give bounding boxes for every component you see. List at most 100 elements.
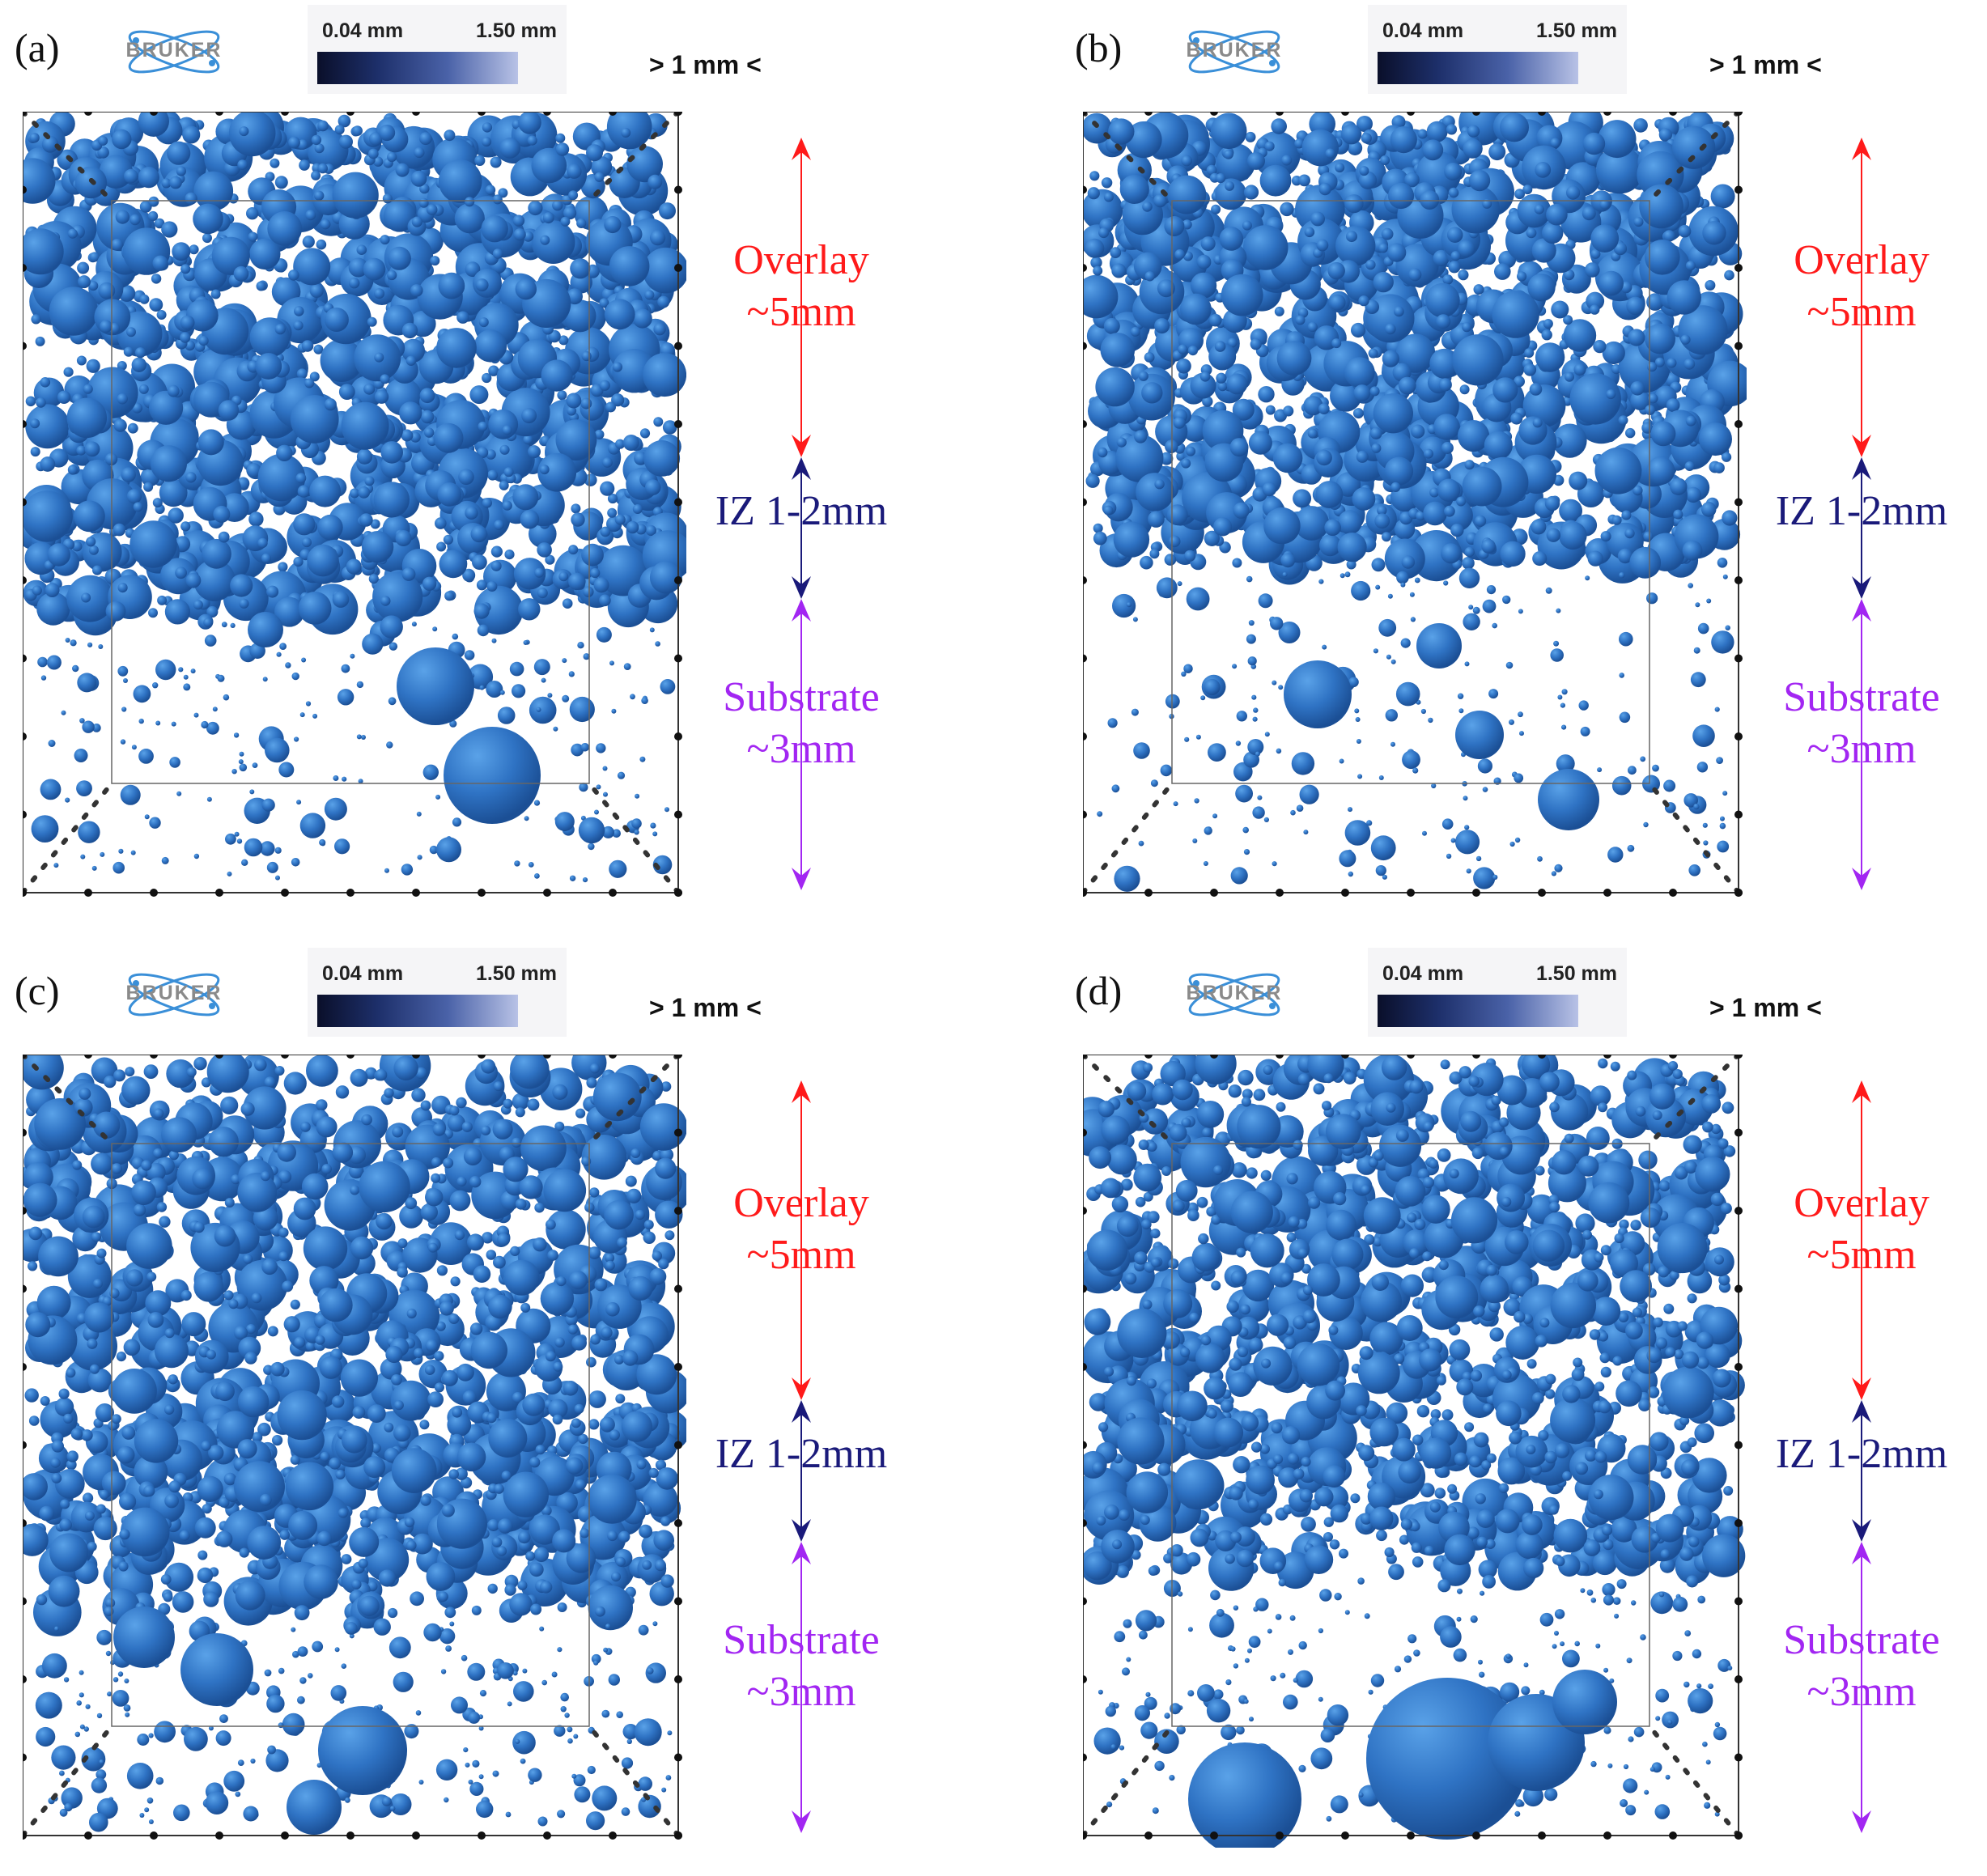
pore — [365, 476, 375, 486]
pore — [464, 1148, 482, 1166]
overlay-zone-label: Overlay ~5mm — [1740, 235, 1983, 338]
pore — [167, 142, 190, 165]
pore — [161, 1574, 172, 1585]
pore — [41, 675, 46, 680]
pore — [42, 1653, 67, 1679]
pore — [387, 152, 397, 162]
pore — [31, 314, 40, 324]
pore — [637, 1460, 647, 1470]
pore — [444, 535, 453, 545]
pore — [47, 656, 62, 670]
pore — [143, 482, 153, 492]
pore — [253, 762, 258, 768]
pore — [1204, 679, 1220, 695]
pore — [465, 197, 474, 206]
pore — [510, 662, 524, 677]
scale-label: > 1 mm < — [1709, 50, 1822, 80]
pore — [1197, 255, 1212, 270]
pore — [213, 506, 230, 523]
pore — [539, 1627, 544, 1632]
pore — [488, 1295, 512, 1319]
pore — [1176, 359, 1191, 374]
pore — [529, 1457, 540, 1467]
pore — [106, 1651, 111, 1656]
substrate-zone-label: Substrate ~3mm — [680, 672, 923, 775]
pore — [444, 1797, 448, 1802]
pore — [335, 125, 345, 134]
pore — [570, 876, 575, 881]
pore — [504, 550, 514, 559]
pore — [588, 1246, 601, 1259]
pore — [250, 1759, 255, 1764]
pore — [1619, 572, 1624, 578]
pore — [1451, 838, 1456, 843]
panel-label: (a) — [15, 24, 60, 71]
pore — [1316, 450, 1332, 466]
pore — [23, 490, 73, 542]
pore — [308, 1673, 313, 1679]
pore — [316, 1335, 325, 1345]
pore-cloud — [1083, 112, 1747, 892]
pore — [1253, 707, 1258, 712]
pore — [493, 194, 503, 204]
pore — [1597, 767, 1602, 772]
pore — [284, 1316, 300, 1332]
pore — [246, 207, 258, 219]
pore — [239, 126, 248, 136]
pore — [265, 1670, 272, 1677]
pore — [635, 794, 639, 799]
pore — [1181, 155, 1192, 167]
pore — [178, 667, 183, 672]
pore — [275, 876, 280, 881]
pore — [419, 132, 432, 145]
pore — [1273, 444, 1303, 473]
pore — [534, 659, 550, 675]
pore — [421, 410, 435, 424]
pore — [586, 144, 603, 161]
pore — [1647, 362, 1657, 371]
pore — [1458, 694, 1463, 699]
pore — [1133, 742, 1150, 759]
pore — [1372, 558, 1386, 571]
pore — [53, 863, 58, 868]
pore — [117, 393, 128, 404]
pore — [197, 1476, 223, 1502]
pore — [1672, 126, 1715, 169]
colorbar-max-label: 1.50 mm — [476, 19, 557, 43]
pore — [148, 211, 158, 221]
pore — [422, 577, 436, 591]
pore — [1509, 719, 1514, 725]
pore — [250, 317, 290, 357]
pore — [1569, 472, 1587, 490]
pore — [1581, 727, 1590, 736]
pore — [1679, 225, 1692, 238]
pore — [1459, 568, 1480, 588]
pore — [305, 210, 316, 220]
pore — [1093, 266, 1102, 276]
pore — [121, 1076, 150, 1105]
box-tick — [23, 732, 27, 741]
pore — [1340, 573, 1345, 578]
pore — [529, 697, 557, 724]
pore — [534, 1203, 544, 1212]
pore — [478, 422, 488, 431]
pore — [1243, 225, 1289, 270]
pore — [576, 219, 586, 228]
pore — [1551, 301, 1569, 319]
pore — [425, 1188, 443, 1206]
pore — [155, 721, 160, 726]
pore — [437, 482, 461, 507]
pore — [342, 777, 346, 782]
pore — [1463, 138, 1482, 158]
pore — [1154, 318, 1170, 333]
pore — [534, 568, 544, 578]
pore — [100, 1490, 109, 1500]
pore — [272, 1435, 282, 1445]
pore — [394, 1400, 404, 1410]
pore — [1361, 133, 1372, 143]
panel-b: (b) BRUKER 0.04 mm 1.50 mm > 1 mm < — [1060, 0, 1987, 933]
pore — [573, 1734, 578, 1739]
pore — [1686, 261, 1696, 270]
pore — [239, 759, 244, 764]
pore — [575, 1404, 584, 1414]
